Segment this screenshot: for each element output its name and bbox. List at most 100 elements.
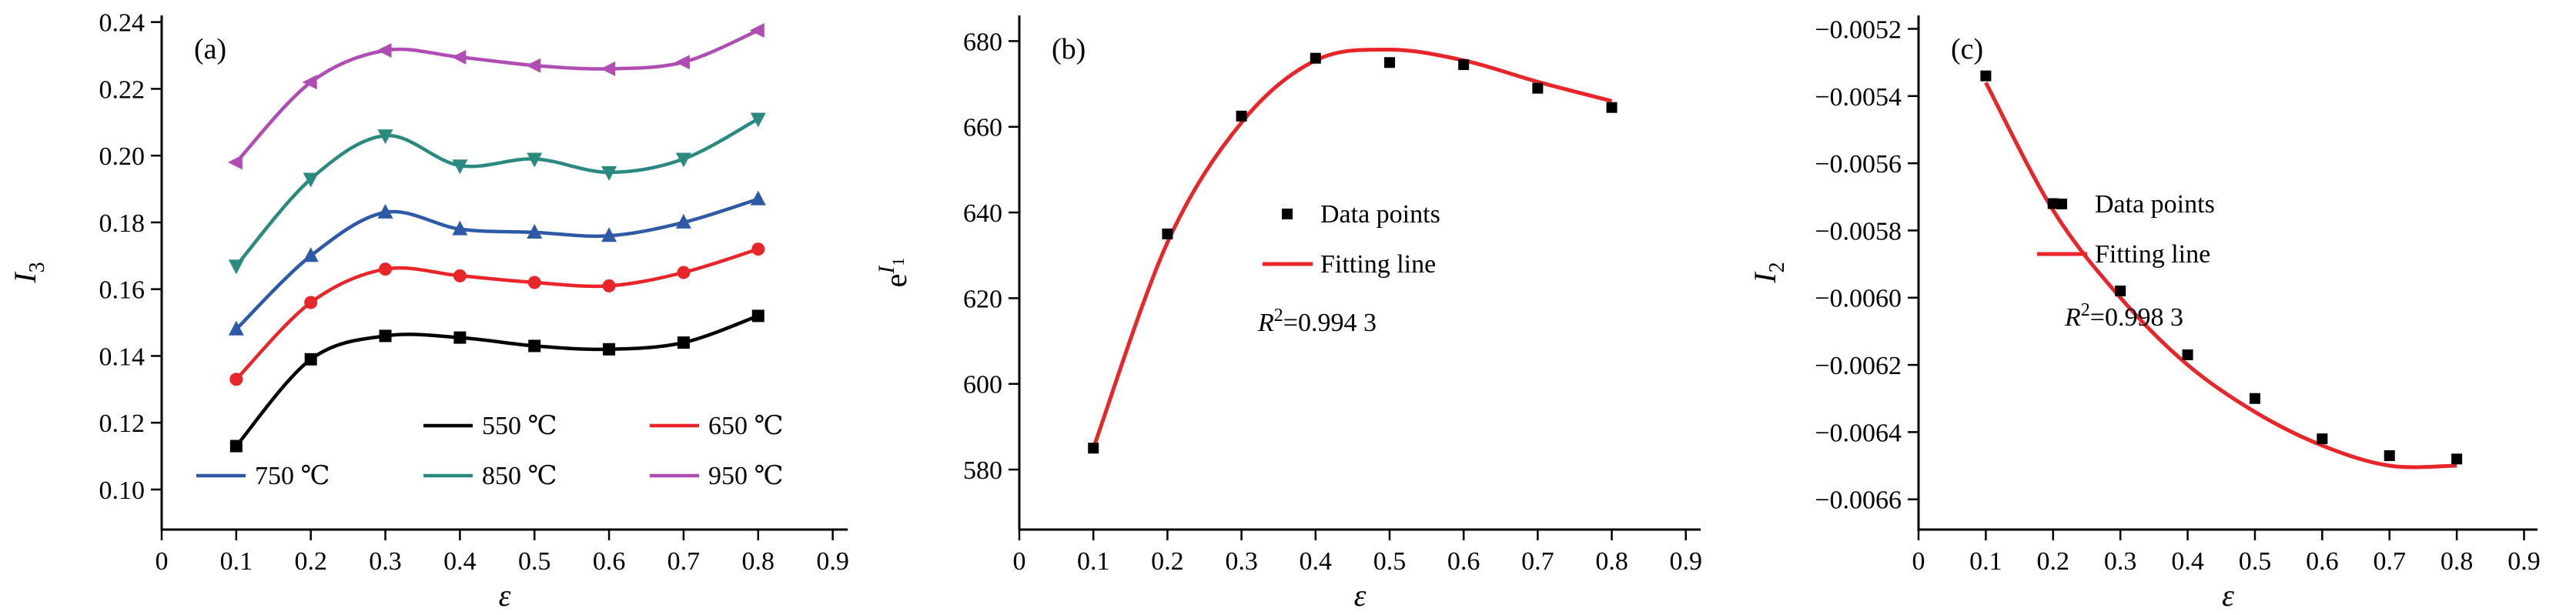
- marker-circle: [677, 266, 691, 279]
- panel-label: (a): [194, 33, 226, 65]
- fitting-line: [1091, 47, 1613, 450]
- marker-triangle-left: [601, 61, 616, 76]
- marker-square: [2182, 349, 2193, 360]
- y-tick-label: −0.0056: [1815, 150, 1902, 179]
- marker-square: [453, 331, 467, 344]
- chart-svg-c: 0 0.1 0.2 0.3 0.4 0.5 0.6 0.7 0.8 0.9 −0.0052 −0.00…: [1748, 15, 2541, 613]
- series-line: [235, 28, 759, 164]
- marker-square: [1383, 57, 1395, 69]
- x-tick-label: 0.2: [294, 547, 327, 576]
- marker-triangle-down: [601, 165, 617, 181]
- y-tick-label: 620: [963, 285, 1002, 313]
- x-tick-label: 0.6: [1447, 547, 1480, 576]
- y-tick-label: 640: [963, 199, 1002, 228]
- y-tick-label: −0.0062: [1815, 352, 1902, 380]
- panel-label: (b): [1052, 33, 1086, 65]
- y-tick-label: −0.0058: [1815, 217, 1902, 246]
- y-axis-title: I2: [1748, 262, 1789, 283]
- x-tick-label: 0.4: [2171, 547, 2204, 576]
- y-tick-label: 0.14: [99, 343, 146, 371]
- marker-square: [1458, 59, 1470, 71]
- legend-label: 650 ℃: [708, 412, 784, 440]
- marker-square: [1532, 82, 1544, 94]
- marker-square: [1236, 110, 1247, 122]
- series-line: [235, 197, 759, 331]
- x-tick-label: 0.1: [1969, 547, 2002, 576]
- legend-label-data-points: Data points: [1320, 200, 1440, 229]
- chart-panel-b: 0 0.1 0.2 0.3 0.4 0.5 0.6 0.7 0.8 0.9 580 600 620 640…: [858, 0, 1717, 615]
- chart-svg-b: 0 0.1 0.2 0.3 0.4 0.5 0.6 0.7 0.8 0.9 580 600 620 640…: [874, 15, 1703, 613]
- marker-circle: [453, 269, 467, 282]
- x-tick-label: 0.4: [1300, 547, 1333, 576]
- x-tick-label: 0: [1912, 547, 1925, 576]
- marker-square: [1088, 443, 1099, 454]
- marker-triangle-down: [527, 152, 543, 168]
- legend-label: 550 ℃: [482, 412, 557, 440]
- marker-triangle-left: [302, 75, 317, 90]
- x-tick-label: 0.7: [1521, 547, 1554, 576]
- chart-svg-a: 0 0.1 0.2 0.3 0.4 0.5 0.6 0.7 0.8 0.9 0.10 0.12 0.14…: [8, 9, 849, 613]
- marker-triangle-left: [749, 23, 764, 38]
- x-tick-label: 0.2: [2037, 547, 2070, 576]
- marker-square: [1606, 102, 1618, 113]
- marker-square: [677, 336, 690, 349]
- x-tick-label: 0: [1013, 547, 1026, 576]
- marker-triangle-left: [376, 43, 392, 58]
- x-tick-label: 0.7: [2373, 547, 2406, 576]
- marker-square: [2317, 433, 2328, 445]
- legend-label-data-points: Data points: [2095, 190, 2215, 219]
- y-tick-label: 660: [963, 114, 1002, 142]
- marker-triangle-up: [601, 227, 617, 242]
- y-axis-title: eI1: [874, 258, 913, 288]
- chart-panel-c: 0 0.1 0.2 0.3 0.4 0.5 0.6 0.7 0.8 0.9 −0.0052 −0.00…: [1717, 0, 2575, 615]
- x-tick-label: 0.3: [2104, 547, 2137, 576]
- legend-label-fitting-line: Fitting line: [1320, 250, 1436, 279]
- legend-label: 850 ℃: [482, 462, 557, 490]
- marker-triangle-down: [675, 152, 691, 168]
- x-tick-label: 0.9: [1670, 547, 1703, 576]
- marker-triangle-down: [452, 159, 468, 175]
- x-tick-label: 0: [156, 547, 169, 576]
- marker-square: [1980, 70, 1992, 82]
- y-tick-label: 580: [963, 456, 1002, 485]
- x-tick-label: 0.8: [2441, 547, 2474, 576]
- marker-triangle-left: [526, 58, 541, 73]
- marker-square: [1162, 228, 1173, 239]
- x-tick-label: 0.9: [2507, 547, 2541, 576]
- x-tick-label: 0.7: [667, 547, 701, 576]
- x-tick-label: 0.2: [1151, 547, 1184, 576]
- fitting-line: [1984, 82, 2457, 470]
- x-tick-label: 0.6: [593, 547, 626, 576]
- x-tick-label: 0.5: [1373, 547, 1407, 576]
- y-tick-label: 0.16: [99, 276, 146, 305]
- axes: [1917, 15, 2538, 531]
- x-tick-label: 0.9: [816, 547, 849, 576]
- x-tick-label: 0.3: [369, 547, 402, 576]
- r-squared-label: R2=0.998 3: [2064, 300, 2183, 332]
- marker-circle: [602, 279, 616, 292]
- x-tick-label: 0.5: [2239, 547, 2272, 576]
- marker-triangle-down: [303, 172, 319, 188]
- x-tick-label: 0.1: [220, 547, 253, 576]
- x-tick-label: 0.3: [1225, 547, 1258, 576]
- x-axis-title: ε: [1354, 578, 1367, 613]
- x-axis-title: ε: [2222, 578, 2234, 613]
- y-tick-label: −0.0054: [1815, 83, 1902, 112]
- r-squared-label: R2=0.994 3: [1257, 306, 1377, 337]
- marker-circle: [379, 262, 393, 276]
- y-axis-title: I3: [8, 262, 49, 283]
- y-tick-label: 680: [963, 28, 1002, 56]
- legend-label: 950 ℃: [708, 462, 784, 490]
- marker-square: [2384, 450, 2395, 461]
- x-tick-label: 0.6: [2306, 547, 2339, 576]
- y-tick-label: −0.0052: [1815, 15, 1902, 44]
- x-tick-label: 0.1: [1077, 547, 1110, 576]
- marker-square: [304, 353, 317, 366]
- legend-label: 750 ℃: [255, 462, 330, 490]
- marker-square: [528, 339, 541, 353]
- marker-triangle-up: [377, 203, 393, 219]
- y-tick-label: 0.10: [99, 476, 146, 505]
- marker-triangle-up: [452, 220, 468, 236]
- y-tick-label: 0.18: [99, 209, 146, 238]
